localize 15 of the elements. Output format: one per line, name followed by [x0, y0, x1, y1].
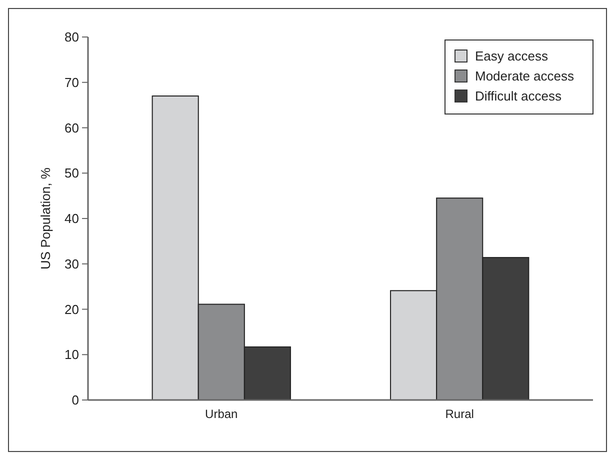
- x-tick-label: Urban: [205, 407, 238, 421]
- legend-label: Moderate access: [475, 68, 574, 84]
- y-tick-label: 20: [64, 302, 79, 317]
- x-tick-label: Rural: [445, 407, 474, 421]
- y-tick-label: 40: [64, 211, 79, 226]
- y-tick-label: 10: [64, 347, 79, 362]
- y-tick-label: 70: [64, 74, 79, 90]
- y-tick-label: 30: [64, 256, 79, 272]
- y-tick-label: 0: [72, 392, 79, 408]
- y-tick-label: 50: [64, 166, 79, 181]
- y-tick-label: 80: [64, 30, 79, 45]
- legend-label: Difficult access: [475, 88, 562, 104]
- y-tick-label: 60: [64, 120, 79, 136]
- y-axis-title: US Population, %: [38, 167, 53, 270]
- legend-label: Easy access: [475, 48, 548, 64]
